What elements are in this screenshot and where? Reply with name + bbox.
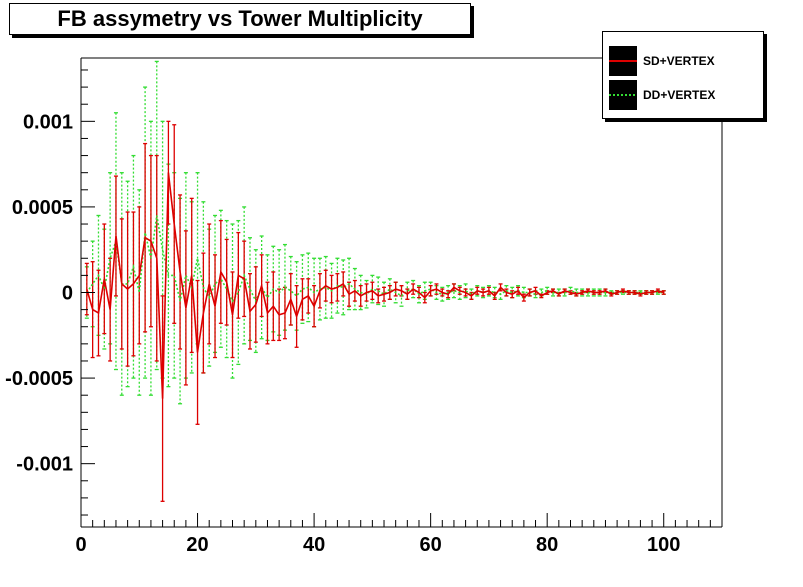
legend: SD+VERTEX DD+VERTEX <box>602 31 764 119</box>
y-tick-label: 0.001 <box>23 111 73 133</box>
x-tick-label: 0 <box>75 534 86 556</box>
chart-title: FB assymetry vs Tower Multiplicity <box>9 3 471 35</box>
legend-entry-sd-vertex: SD+VERTEX <box>609 46 715 76</box>
series-lines <box>86 172 664 399</box>
ticks: 0 20 40 60 80 100 -0.001 -0.0005 0 0.0005 0.001 <box>5 69 723 556</box>
sd-vertex-line <box>86 172 664 399</box>
legend-swatch-sd <box>609 46 637 76</box>
x-tick-label: 40 <box>303 534 325 556</box>
legend-entry-dd-vertex: DD+VERTEX <box>609 80 715 110</box>
x-tick-label: 60 <box>420 534 442 556</box>
y-tick-label: -0.001 <box>16 454 73 476</box>
legend-label-dd: DD+VERTEX <box>643 88 716 102</box>
dd-vertex-error-bars <box>84 60 666 405</box>
legend-swatch-dd <box>609 80 637 110</box>
y-tick-label: 0 <box>62 283 73 305</box>
sd-vertex-error-bars <box>84 120 666 502</box>
x-tick-label: 100 <box>647 534 680 556</box>
x-tick-label: 80 <box>536 534 558 556</box>
y-tick-label: -0.0005 <box>5 368 73 390</box>
legend-label-sd: SD+VERTEX <box>643 54 715 68</box>
x-tick-label: 20 <box>186 534 208 556</box>
dd-vertex-line <box>86 215 664 304</box>
y-tick-label: 0.0005 <box>12 197 73 219</box>
